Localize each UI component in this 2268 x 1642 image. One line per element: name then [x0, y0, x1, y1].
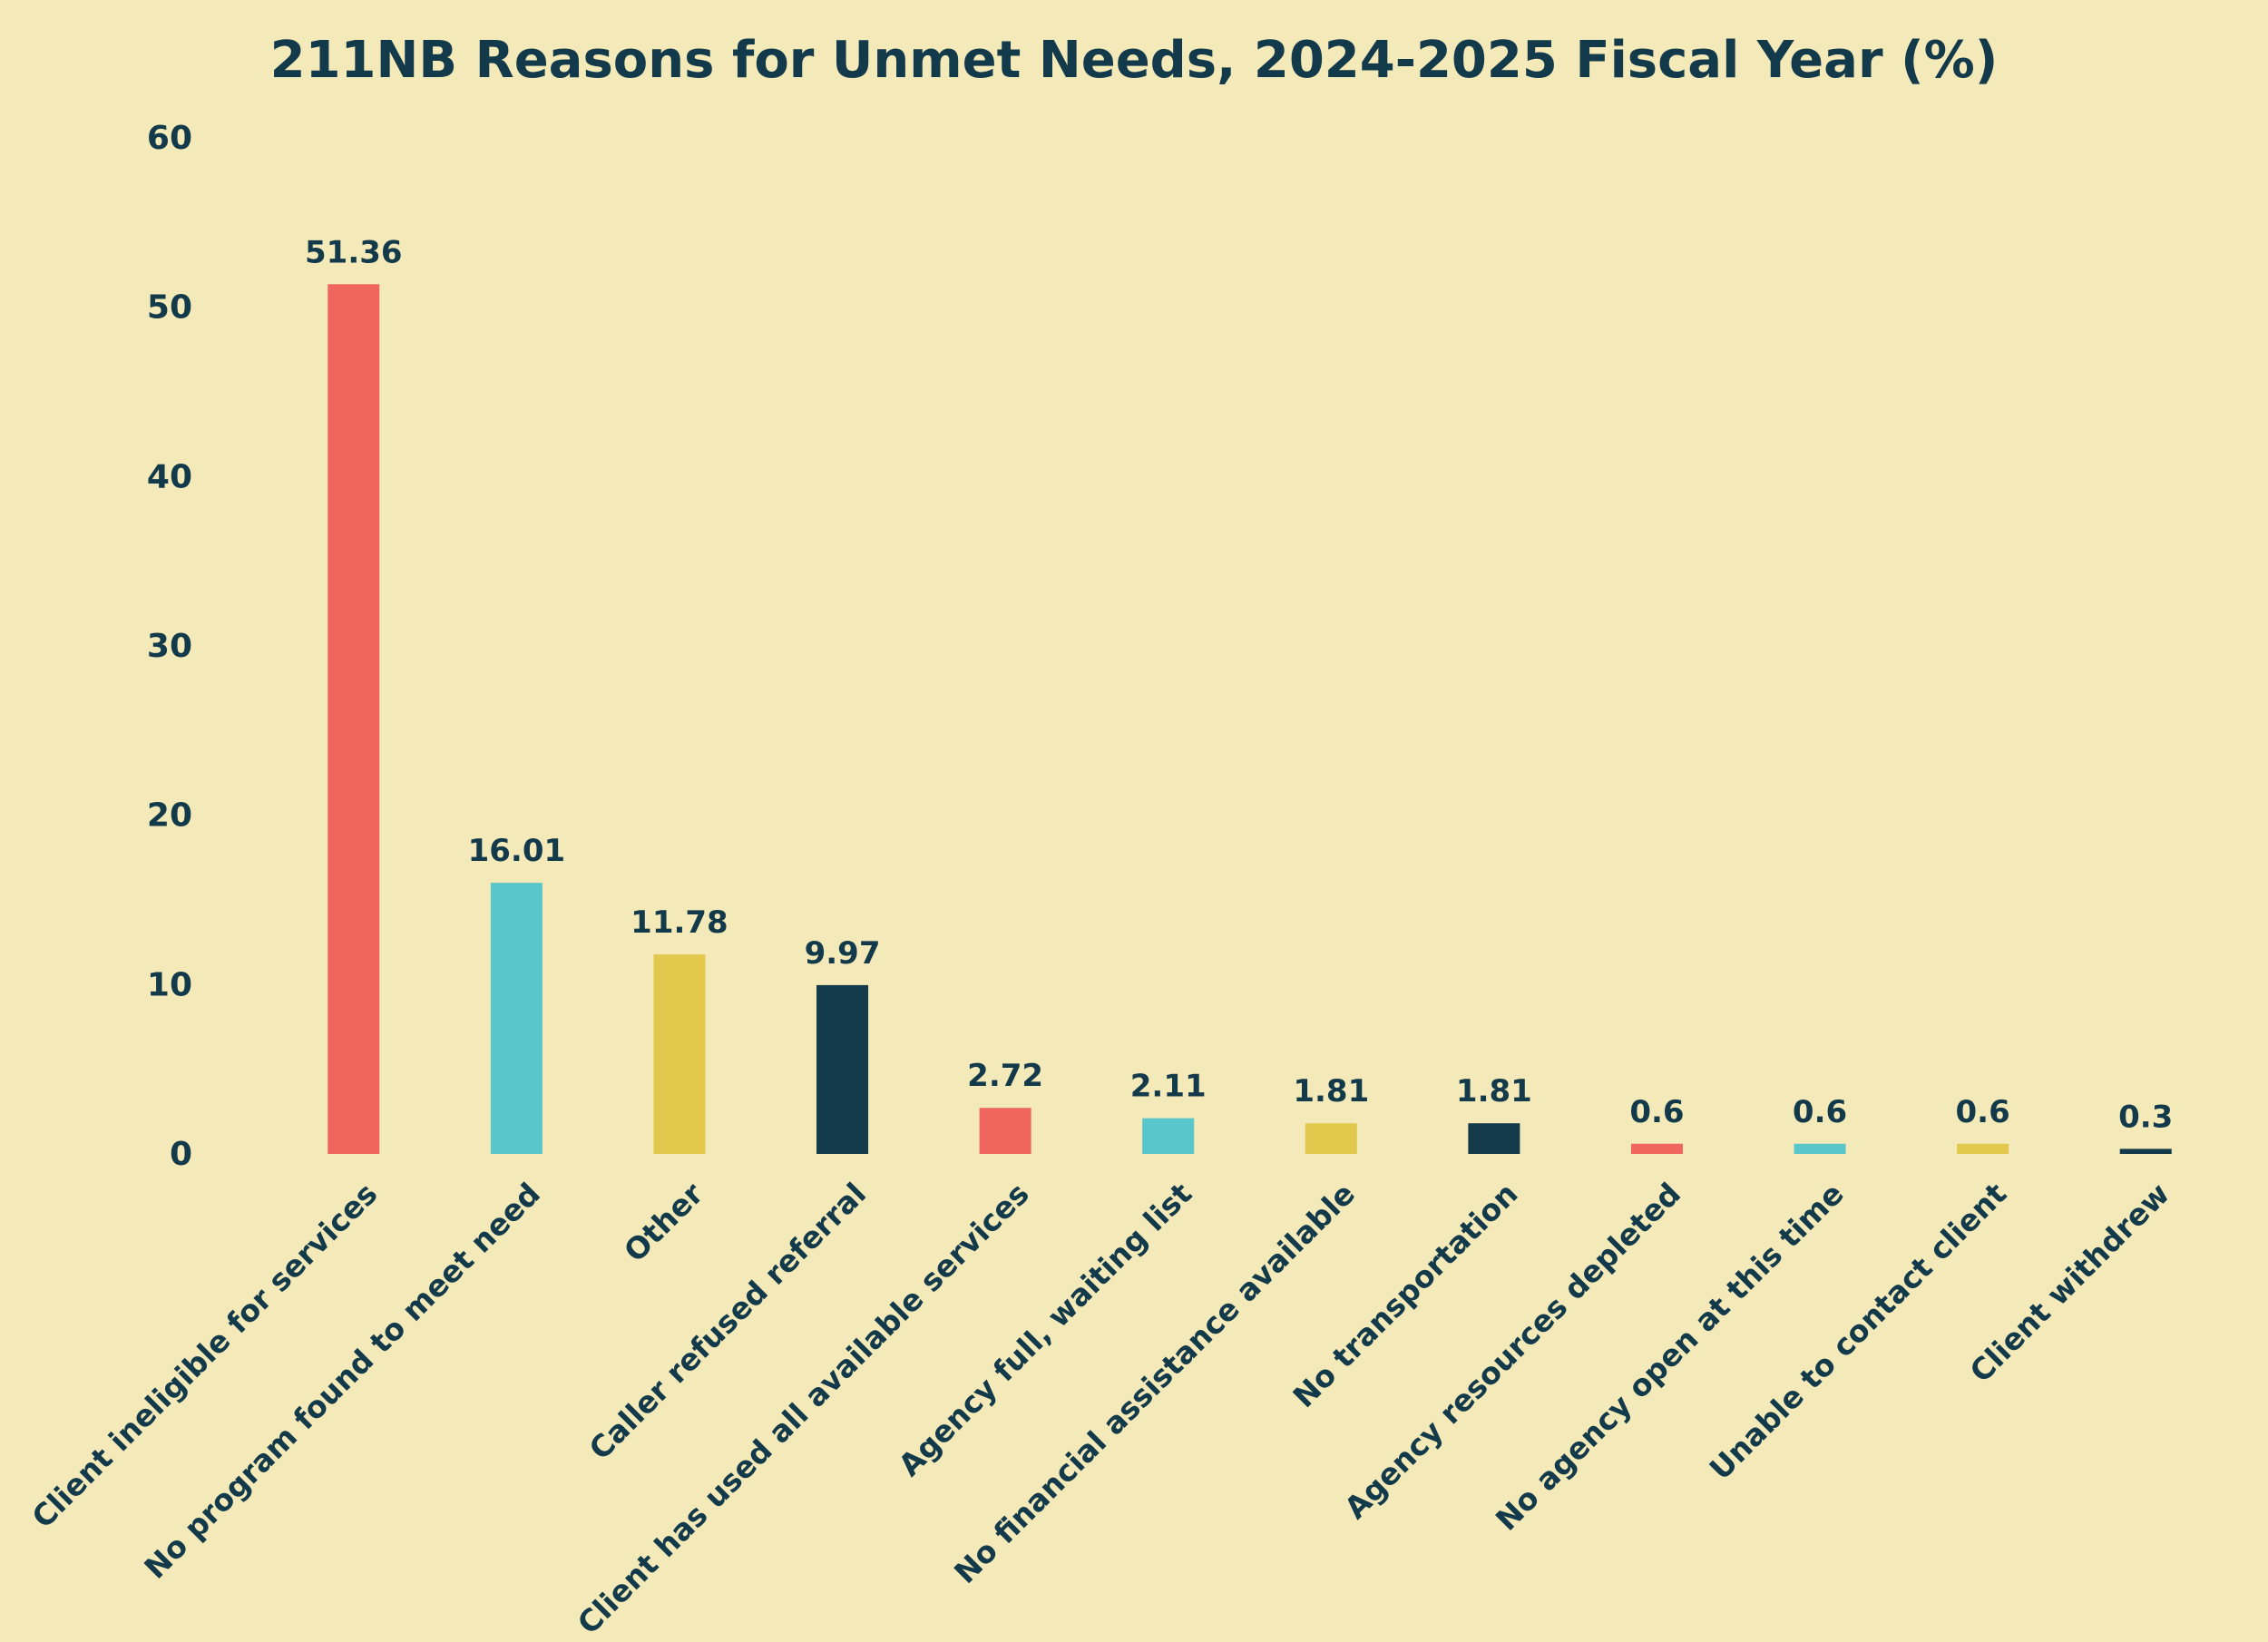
x-tick-label: No agency open at this time [1489, 1176, 1851, 1538]
y-axis: 0 10 20 30 40 50 60 [147, 120, 192, 1173]
x-tick-label: Agency resources depleted [1337, 1176, 1687, 1526]
bar[interactable] [2119, 1148, 2172, 1154]
bar[interactable] [1305, 1123, 1357, 1154]
bar[interactable] [1957, 1143, 2009, 1154]
bar[interactable] [653, 954, 706, 1154]
value-label: 9.97 [805, 935, 881, 972]
bar[interactable] [1142, 1118, 1195, 1154]
bar[interactable] [1630, 1143, 1683, 1154]
value-label: 51.36 [305, 234, 403, 270]
y-tick-label: 50 [147, 289, 192, 327]
y-tick-label: 40 [147, 458, 192, 495]
x-tick-label: Other [617, 1176, 710, 1269]
bars-group [327, 284, 2172, 1154]
x-tick-label: Client ineligible for services [24, 1176, 384, 1535]
value-label: 0.3 [2118, 1099, 2173, 1135]
value-label: 2.72 [967, 1058, 1043, 1094]
value-label: 0.6 [1956, 1094, 2010, 1130]
y-tick-label: 20 [147, 797, 192, 835]
chart-title: 211NB Reasons for Unmet Needs, 2024-2025… [269, 31, 1999, 90]
x-tick-label: Agency full, waiting list [892, 1176, 1199, 1483]
bar[interactable] [327, 284, 380, 1154]
y-tick-label: 0 [170, 1136, 192, 1173]
value-labels-group: 51.36 16.01 11.78 9.97 2.72 2.11 1.81 1.81 0.6 0.… [305, 234, 2173, 1135]
value-label: 1.81 [1293, 1073, 1369, 1109]
bar[interactable] [979, 1108, 1031, 1154]
value-label: 2.11 [1130, 1069, 1207, 1105]
y-tick-label: 10 [147, 966, 192, 1003]
x-tick-label: Unable to contact client [1703, 1176, 2014, 1487]
y-tick-label: 60 [147, 120, 192, 157]
value-label: 1.81 [1456, 1073, 1532, 1109]
bar[interactable] [1468, 1123, 1520, 1154]
y-tick-label: 30 [147, 628, 192, 665]
value-label: 16.01 [468, 833, 566, 869]
bar[interactable] [490, 883, 543, 1154]
x-tick-label: Caller refused referral [582, 1176, 874, 1467]
bar[interactable] [816, 984, 869, 1154]
value-label: 0.6 [1629, 1094, 1684, 1130]
bar[interactable] [1794, 1143, 1846, 1154]
value-label: 0.6 [1793, 1094, 1847, 1130]
value-label: 11.78 [631, 904, 728, 941]
